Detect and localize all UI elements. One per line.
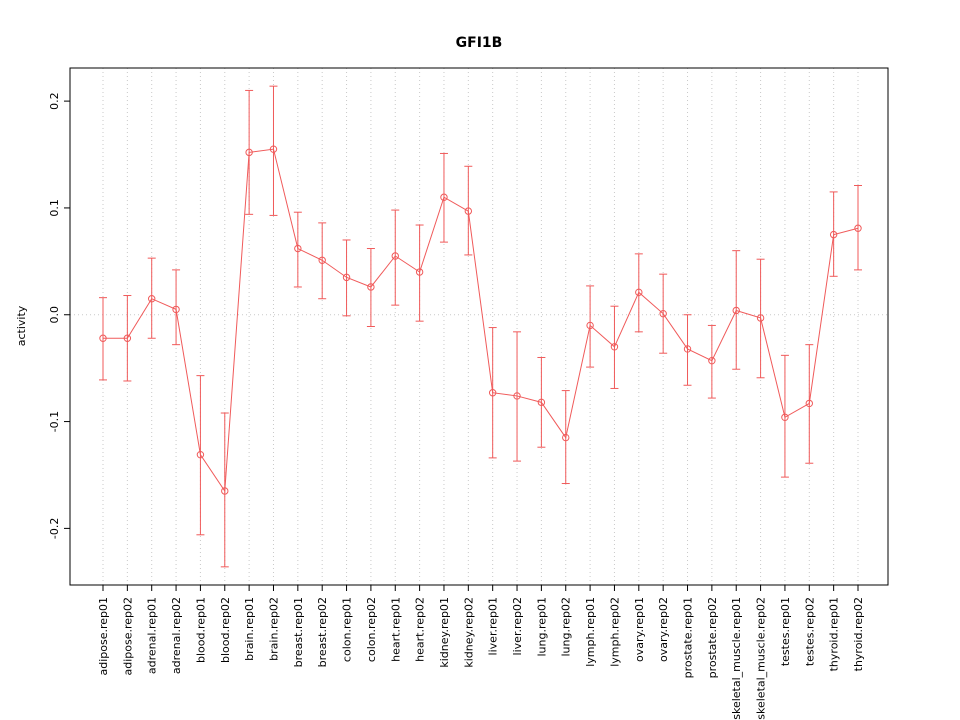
- x-tick-label: lung.rep02: [560, 597, 573, 657]
- data-point: [464, 207, 473, 215]
- grid-layer: [70, 68, 888, 585]
- x-tick-label: breast.rep02: [316, 597, 329, 667]
- x-tick-label: testes.rep02: [803, 597, 816, 666]
- data-point: [342, 273, 351, 282]
- x-tick-label: adipose.rep01: [97, 597, 110, 676]
- x-tick-label: ovary.rep01: [633, 597, 646, 662]
- y-tick-label: 0.2: [48, 92, 61, 110]
- x-tick-label: adrenal.rep02: [170, 597, 183, 674]
- x-tick-label: prostate.rep02: [706, 597, 719, 678]
- data-point: [610, 343, 619, 351]
- data-point: [415, 268, 424, 276]
- x-tick-label: heart.rep01: [389, 597, 402, 662]
- data-point: [708, 356, 716, 365]
- data-point: [488, 389, 497, 397]
- y-tick-label: 0.1: [48, 199, 61, 217]
- x-tick-label: ovary.rep02: [657, 597, 670, 662]
- x-tick-label: lymph.rep02: [608, 597, 621, 667]
- data-point: [318, 256, 326, 264]
- data-point: [269, 145, 278, 153]
- x-tick-label: blood.rep02: [219, 597, 232, 663]
- data-point: [99, 334, 107, 342]
- x-tick-label: breast.rep01: [292, 597, 305, 667]
- data-point: [391, 252, 399, 260]
- x-tick-label: heart.rep02: [414, 597, 427, 662]
- x-tick-label: lymph.rep01: [584, 597, 597, 667]
- x-tick-label: blood.rep01: [194, 597, 207, 663]
- data-point: [367, 283, 375, 291]
- data-point: [854, 224, 862, 232]
- data-point: [537, 398, 546, 407]
- data-point: [148, 295, 156, 303]
- x-tick-label: liver.rep01: [487, 597, 500, 655]
- x-tick-label: kidney.rep02: [462, 597, 475, 668]
- x-tick-label: prostate.rep01: [682, 597, 695, 678]
- data-point: [659, 309, 667, 318]
- x-tick-label: lung.rep01: [535, 597, 548, 657]
- data-point: [245, 148, 253, 157]
- data-point: [513, 392, 521, 400]
- x-tick-label: liver.rep02: [511, 597, 524, 655]
- y-tick-label: -0.1: [48, 411, 61, 432]
- x-tick-label: adrenal.rep01: [146, 597, 159, 674]
- data-point: [635, 288, 643, 297]
- data-point: [172, 305, 180, 314]
- data-point: [805, 399, 813, 408]
- data-point: [294, 244, 302, 253]
- data-layer: [99, 85, 862, 568]
- plot-border: [69, 67, 889, 586]
- x-tick-label: skeletal_muscle.rep01: [730, 597, 743, 720]
- axes-layer: -0.2 -0.1 0.0 0.1 0.2 adipose.rep01 adipose.re…: [48, 67, 889, 720]
- x-tick-label: brain.rep02: [267, 597, 280, 661]
- data-point: [781, 413, 789, 421]
- data-point: [123, 334, 132, 342]
- x-tick-label: brain.rep01: [243, 597, 256, 661]
- y-tick-label: -0.2: [48, 518, 61, 539]
- y-axis-label: activity: [15, 305, 28, 346]
- x-tick-label: kidney.rep01: [438, 597, 451, 668]
- data-point: [562, 433, 570, 442]
- series-line: [103, 148, 859, 493]
- chart-title: GFI1B: [456, 35, 503, 51]
- x-tick-label: adipose.rep02: [121, 597, 134, 676]
- data-point: [221, 487, 229, 495]
- data-point: [756, 314, 765, 322]
- data-point: [829, 230, 838, 239]
- x-tick-label: skeletal_muscle.rep02: [755, 597, 768, 720]
- data-point: [732, 306, 740, 315]
- data-point: [196, 450, 205, 459]
- data-point: [586, 321, 594, 330]
- data-point: [440, 193, 448, 201]
- data-point: [683, 345, 692, 353]
- x-tick-label: colon.rep01: [341, 597, 354, 662]
- x-tick-label: thyroid.rep02: [852, 597, 865, 671]
- x-tick-label: colon.rep02: [365, 597, 378, 662]
- y-tick-label: 0.0: [48, 306, 61, 324]
- x-tick-label: thyroid.rep01: [828, 597, 841, 671]
- x-tick-label: testes.rep01: [779, 597, 792, 666]
